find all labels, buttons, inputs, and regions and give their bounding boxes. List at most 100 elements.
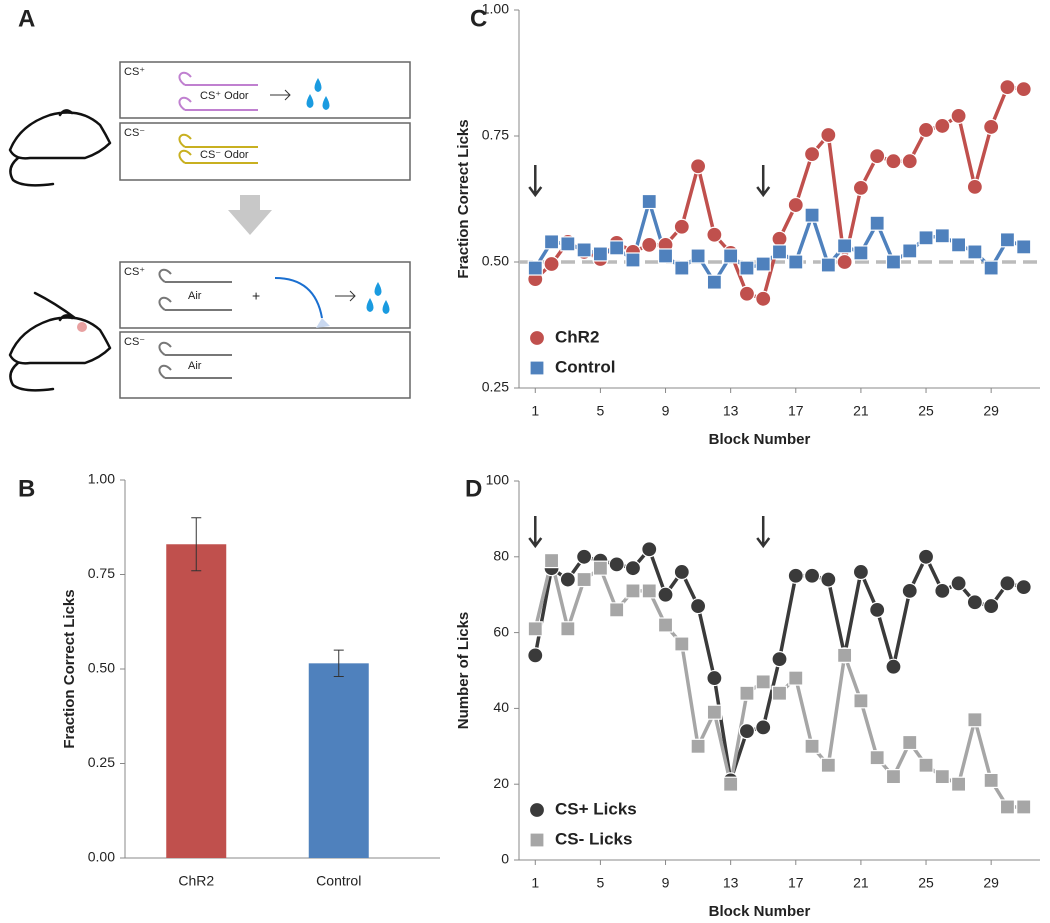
data-point xyxy=(983,260,999,276)
data-point xyxy=(983,118,1000,136)
data-point xyxy=(837,238,853,254)
tube xyxy=(178,71,258,111)
data-point xyxy=(755,719,772,736)
mouse xyxy=(8,291,112,392)
odor-label: Air xyxy=(188,290,202,302)
drops xyxy=(306,78,330,110)
x-tick-label: 25 xyxy=(918,403,934,419)
x-tick-label: 21 xyxy=(853,403,869,419)
data-point xyxy=(624,560,642,577)
data-point xyxy=(999,575,1016,592)
legend-label: CS+ Licks xyxy=(555,799,637,818)
data-point xyxy=(755,256,771,272)
series-line xyxy=(534,85,1024,301)
data-point xyxy=(966,594,983,611)
data-point xyxy=(1016,239,1032,255)
data-point xyxy=(673,218,690,235)
data-point xyxy=(967,712,983,728)
data-point xyxy=(869,148,886,165)
data-point xyxy=(869,601,886,618)
x-tick-label: 13 xyxy=(723,875,739,891)
y-tick-label: 1.00 xyxy=(88,471,115,487)
legend-marker xyxy=(528,801,546,819)
data-point xyxy=(983,772,999,789)
data-point xyxy=(788,670,804,686)
odor-label: CS⁺ Odor xyxy=(200,90,249,102)
data-point xyxy=(674,636,690,652)
data-point xyxy=(836,253,853,271)
y-tick-label: 0 xyxy=(501,851,509,867)
data-point xyxy=(934,769,950,785)
box xyxy=(119,122,411,181)
data-point xyxy=(608,556,625,573)
data-point xyxy=(641,583,657,599)
y-tick-label: 1.00 xyxy=(482,1,509,17)
data-point xyxy=(576,548,593,565)
data-point xyxy=(706,669,723,687)
data-point xyxy=(885,658,902,675)
error-bar xyxy=(191,517,202,572)
odor-label: Air xyxy=(188,360,202,372)
series-line xyxy=(533,560,1024,809)
stimulus-arrow xyxy=(528,165,543,198)
box xyxy=(119,61,411,119)
data-point xyxy=(771,651,788,668)
x-tick-label: 1 xyxy=(531,403,539,419)
data-point xyxy=(771,244,788,260)
data-point xyxy=(787,567,804,584)
data-point xyxy=(592,246,609,262)
data-point xyxy=(853,245,869,261)
data-point xyxy=(820,571,837,588)
data-point xyxy=(885,769,902,785)
tube xyxy=(178,133,258,164)
data-point xyxy=(885,254,902,270)
x-tick-label: 1 xyxy=(531,875,539,891)
y-tick-label: 60 xyxy=(493,623,509,639)
data-point xyxy=(543,234,560,250)
data-point xyxy=(901,582,918,600)
data-point xyxy=(657,248,674,264)
x-tick-label: 5 xyxy=(597,403,605,419)
x-tick-label: Control xyxy=(316,873,361,889)
x-tick-label: 17 xyxy=(788,403,804,419)
data-point xyxy=(673,563,690,581)
data-point xyxy=(788,254,804,270)
x-tick-label: 29 xyxy=(983,403,999,419)
data-point xyxy=(852,563,870,581)
data-point xyxy=(592,560,609,576)
data-point xyxy=(609,240,625,256)
data-point xyxy=(999,232,1016,248)
x-tick-label: 29 xyxy=(983,875,999,891)
data-point xyxy=(576,571,592,588)
data-point xyxy=(983,597,1000,615)
data-point xyxy=(803,567,821,584)
data-point xyxy=(527,621,543,637)
data-point xyxy=(820,257,836,273)
bar xyxy=(166,544,227,858)
panel-label: B xyxy=(18,475,35,502)
data-point xyxy=(560,621,576,637)
data-point xyxy=(820,757,836,773)
x-axis-title: Block Number xyxy=(709,903,811,920)
data-point xyxy=(543,255,560,273)
arrow xyxy=(335,290,356,302)
mouse xyxy=(8,109,112,187)
data-point xyxy=(852,179,870,197)
data-point xyxy=(853,693,869,709)
fiber xyxy=(274,277,323,319)
data-point xyxy=(527,260,543,276)
data-point xyxy=(1016,799,1032,815)
data-point xyxy=(902,734,918,751)
arrow xyxy=(270,89,291,101)
data-point xyxy=(934,582,951,600)
y-tick-label: 40 xyxy=(493,699,509,715)
data-point xyxy=(950,575,967,592)
panel-label: A xyxy=(18,5,35,32)
data-point xyxy=(1015,81,1032,98)
data-point xyxy=(641,541,658,558)
data-point xyxy=(657,586,674,603)
data-point xyxy=(657,617,674,633)
data-point xyxy=(559,571,576,588)
stimulus-arrow xyxy=(756,165,771,198)
